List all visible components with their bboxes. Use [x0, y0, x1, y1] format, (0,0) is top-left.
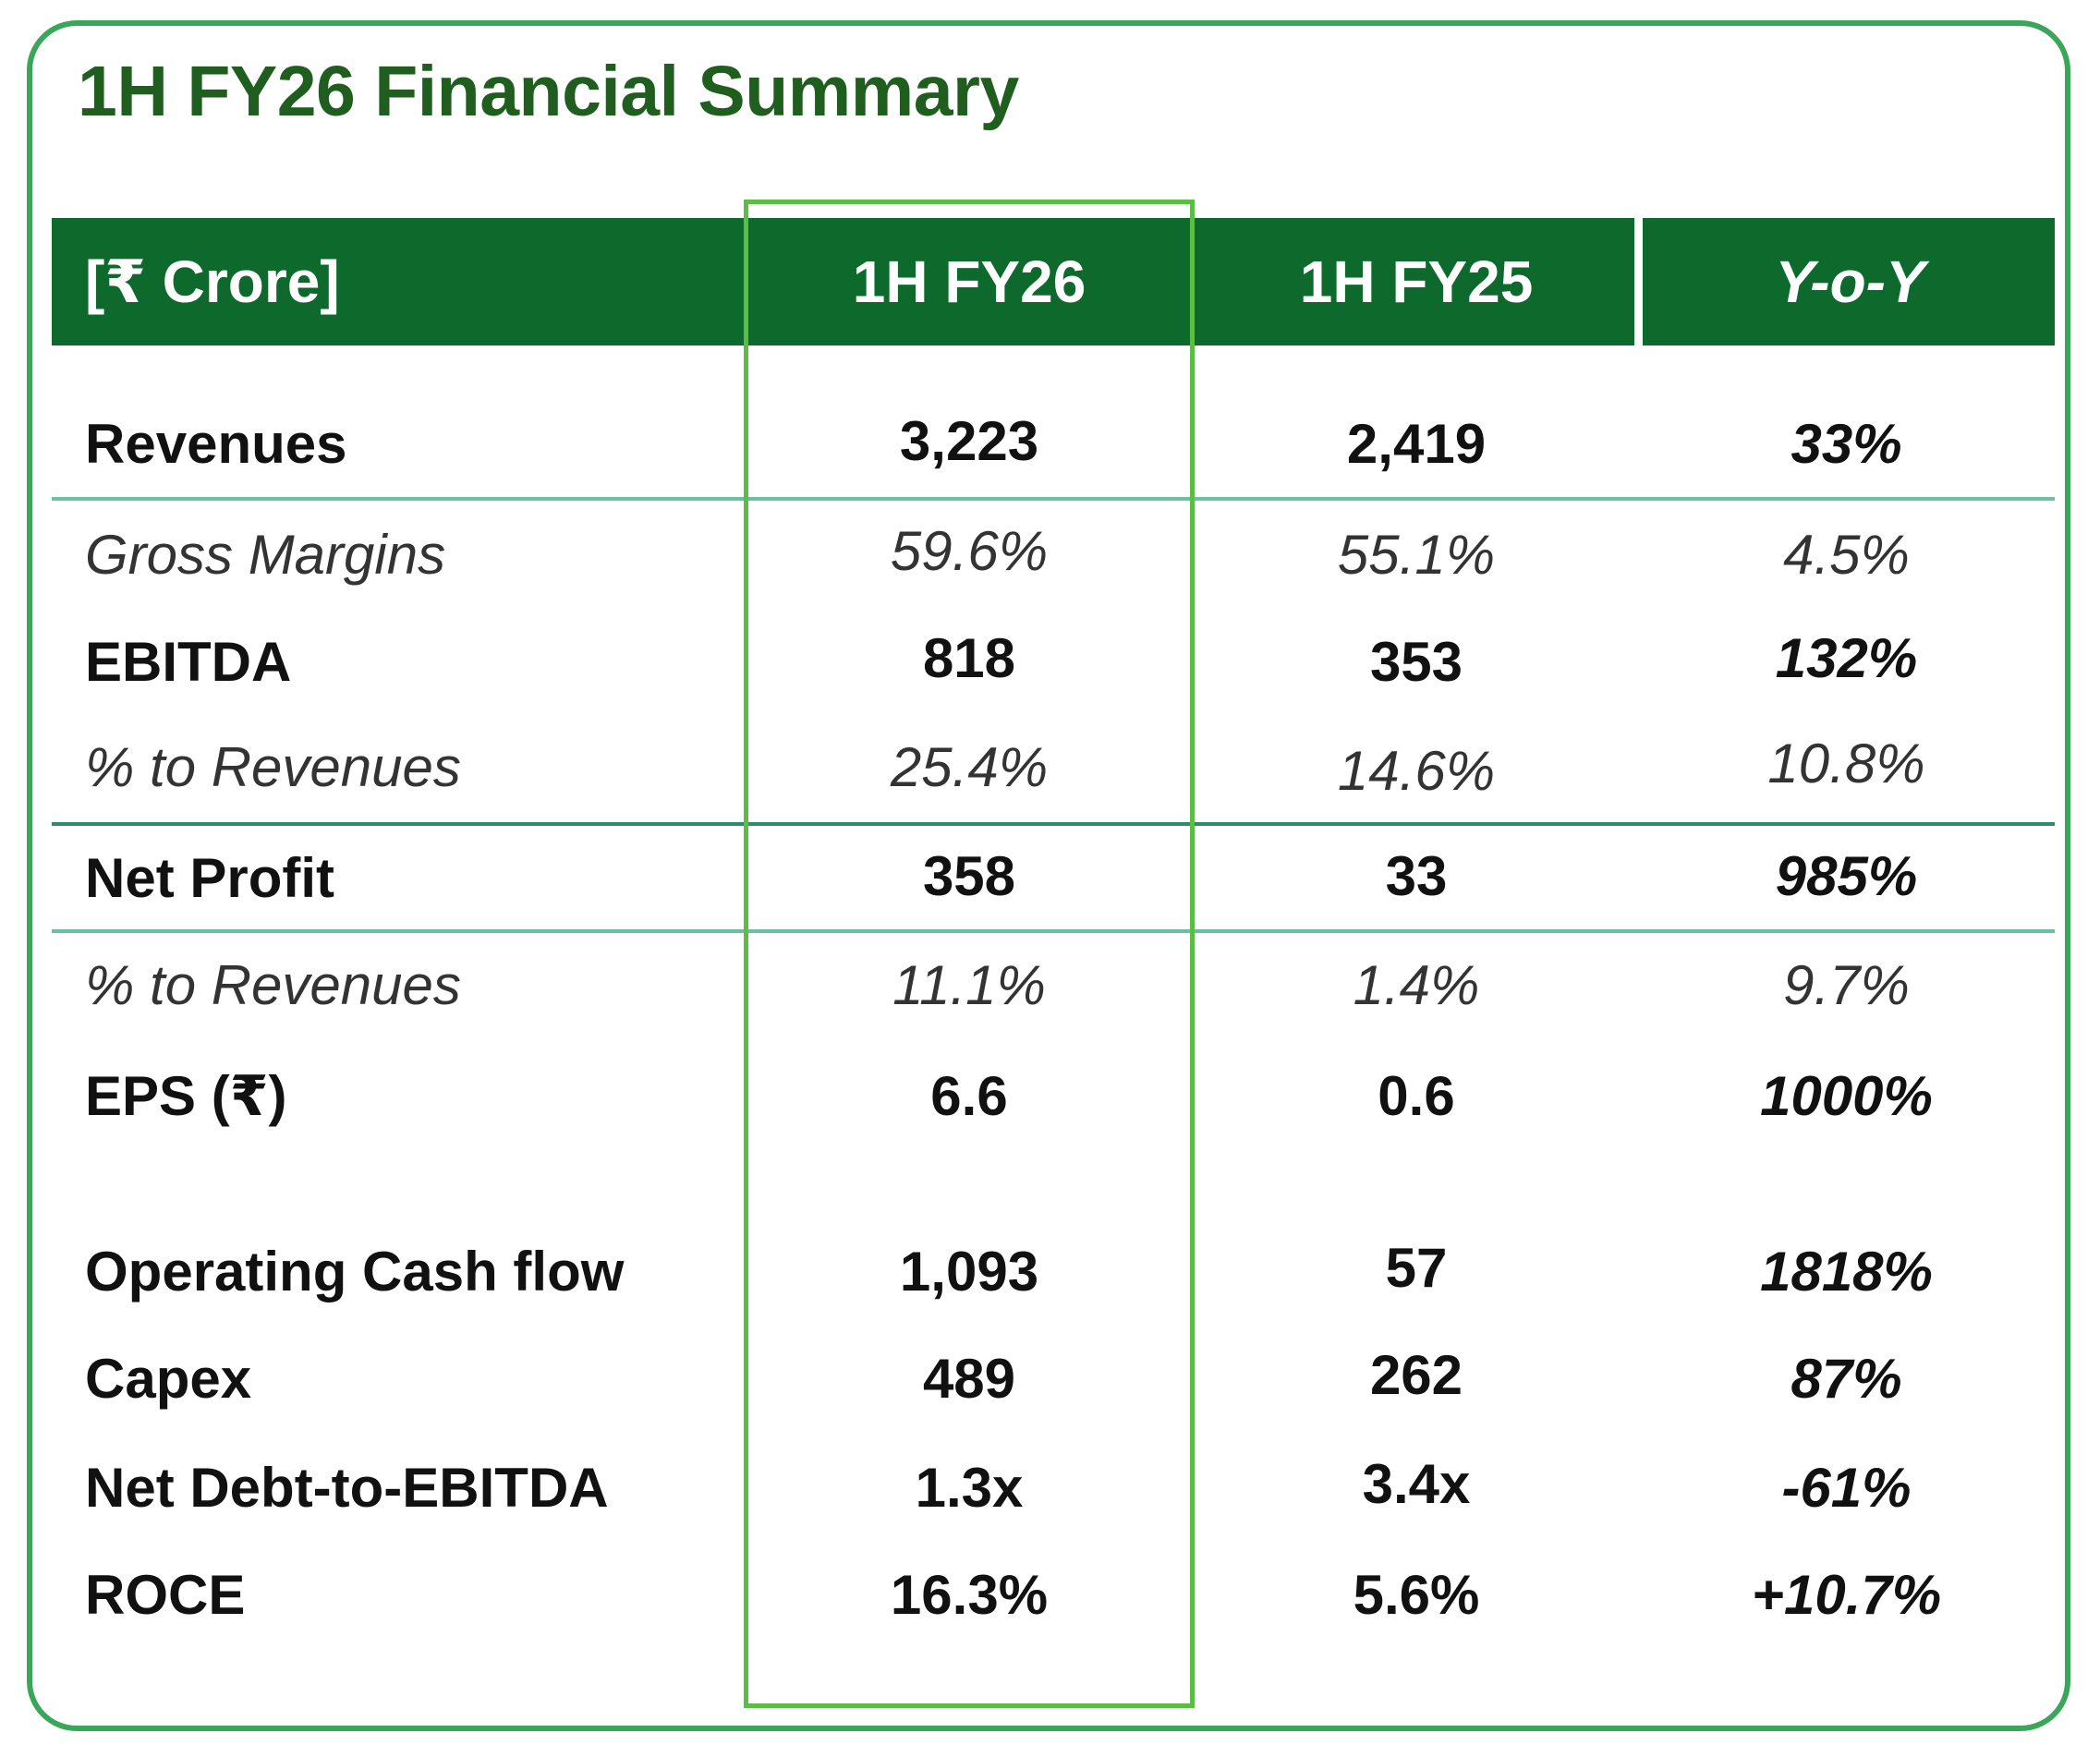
- value-fy26: 1.3x: [915, 1457, 1024, 1519]
- value-fy26: 3,223: [899, 410, 1039, 472]
- row-label-gross-margins: Gross Margins: [85, 524, 446, 586]
- value-yoy: 4.5%: [1783, 524, 1910, 586]
- value-yoy: 9.7%: [1783, 954, 1910, 1016]
- header-col-1h-fy26: 1H FY26: [852, 248, 1086, 315]
- row-label-net-margin: % to Revenues: [85, 954, 461, 1016]
- row-label-eps: EPS (₹): [85, 1065, 287, 1127]
- value-fy26: 6.6: [930, 1065, 1008, 1127]
- value-fy25: 57: [1385, 1237, 1448, 1299]
- row-label-net-debt-to-ebitda: Net Debt-to-EBITDA: [85, 1457, 609, 1519]
- value-fy25: 14.6%: [1337, 740, 1496, 802]
- value-fy25: 2,419: [1346, 413, 1487, 475]
- value-fy25: 5.6%: [1353, 1564, 1480, 1626]
- value-yoy: 132%: [1775, 627, 1918, 689]
- value-fy25: 1.4%: [1353, 954, 1480, 1016]
- value-fy26: 25.4%: [890, 736, 1049, 798]
- table-header: [52, 218, 2055, 345]
- value-yoy: 10.8%: [1767, 733, 1925, 794]
- value-fy25: 55.1%: [1337, 524, 1496, 586]
- row-divider: [52, 929, 2055, 933]
- value-fy25: 0.6: [1378, 1065, 1455, 1127]
- value-fy25: 3.4x: [1362, 1453, 1471, 1515]
- value-yoy: 1000%: [1760, 1065, 1933, 1127]
- header-separator: [1634, 218, 1643, 345]
- value-yoy: 87%: [1790, 1348, 1902, 1410]
- value-fy25: 262: [1369, 1344, 1463, 1406]
- row-label-operating-cash-flow: Operating Cash flow: [85, 1241, 625, 1303]
- header-col-1h-fy25: 1H FY25: [1299, 248, 1534, 315]
- value-fy26: 358: [922, 845, 1016, 907]
- value-yoy: +10.7%: [1751, 1564, 1942, 1626]
- header-col-yoy: Y-o-Y: [1775, 248, 1925, 315]
- value-yoy: 33%: [1790, 413, 1902, 475]
- value-fy26: 11.1%: [892, 954, 1046, 1016]
- row-label-capex: Capex: [85, 1348, 252, 1410]
- page-title: 1H FY26 Financial Summary: [78, 52, 1019, 131]
- row-label-ebitda: EBITDA: [85, 631, 292, 693]
- value-fy25: 33: [1385, 845, 1448, 907]
- row-label-ebitda-margin: % to Revenues: [85, 736, 461, 798]
- row-divider: [52, 497, 2055, 501]
- value-fy26: 818: [922, 627, 1016, 689]
- row-label-revenues: Revenues: [85, 413, 347, 475]
- value-fy26: 59.6%: [890, 520, 1049, 582]
- header-unit: [₹ Crore]: [85, 248, 340, 315]
- value-fy26: 1,093: [899, 1241, 1039, 1303]
- value-yoy: 985%: [1775, 845, 1918, 907]
- row-label-net-profit: Net Profit: [85, 847, 334, 909]
- value-yoy: -61%: [1781, 1457, 1912, 1519]
- value-fy25: 353: [1369, 631, 1463, 693]
- value-yoy: 1818%: [1760, 1241, 1933, 1303]
- row-divider: [52, 822, 2055, 826]
- current-period-highlight: [744, 200, 1195, 1708]
- row-label-roce: ROCE: [85, 1564, 246, 1626]
- value-fy26: 16.3%: [890, 1564, 1049, 1626]
- value-fy26: 489: [922, 1348, 1016, 1410]
